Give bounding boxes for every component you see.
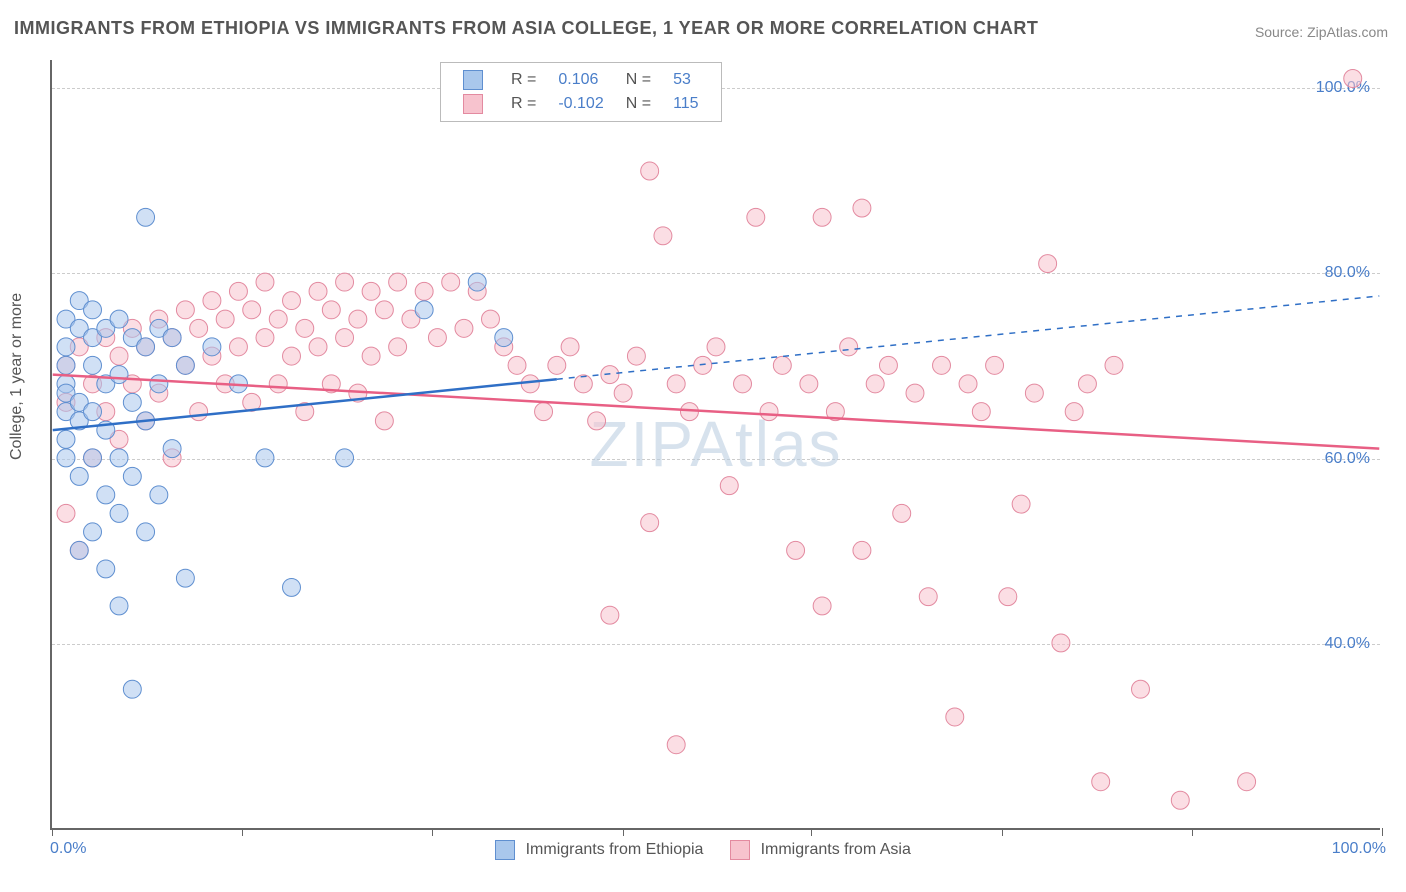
stats-r-asia: -0.102 bbox=[548, 93, 613, 115]
stats-swatch-ethiopia bbox=[463, 70, 483, 90]
y-axis-label: College, 1 year or more bbox=[8, 293, 26, 460]
stats-n-ethiopia: 53 bbox=[663, 69, 709, 91]
source-text: Source: ZipAtlas.com bbox=[1255, 24, 1388, 40]
legend-label-asia: Immigrants from Asia bbox=[761, 841, 911, 858]
plot-area: ZIPAtlas 40.0%60.0%80.0%100.0% bbox=[50, 60, 1380, 830]
stats-n-label: N = bbox=[616, 69, 661, 91]
stats-swatch-asia bbox=[463, 94, 483, 114]
stats-n-label2: N = bbox=[616, 93, 661, 115]
bottom-legend: Immigrants from Ethiopia Immigrants from… bbox=[0, 840, 1406, 860]
legend-swatch-ethiopia bbox=[495, 840, 515, 860]
stats-r-label: R = bbox=[501, 69, 546, 91]
stats-r-label2: R = bbox=[501, 93, 546, 115]
legend-swatch-asia bbox=[730, 840, 750, 860]
chart-svg bbox=[52, 60, 1380, 828]
stats-n-asia: 115 bbox=[663, 93, 709, 115]
legend-label-ethiopia: Immigrants from Ethiopia bbox=[526, 841, 704, 858]
chart-title: IMMIGRANTS FROM ETHIOPIA VS IMMIGRANTS F… bbox=[14, 18, 1038, 39]
stats-r-ethiopia: 0.106 bbox=[548, 69, 613, 91]
stats-legend: R = 0.106 N = 53 R = -0.102 N = 115 bbox=[440, 62, 722, 122]
